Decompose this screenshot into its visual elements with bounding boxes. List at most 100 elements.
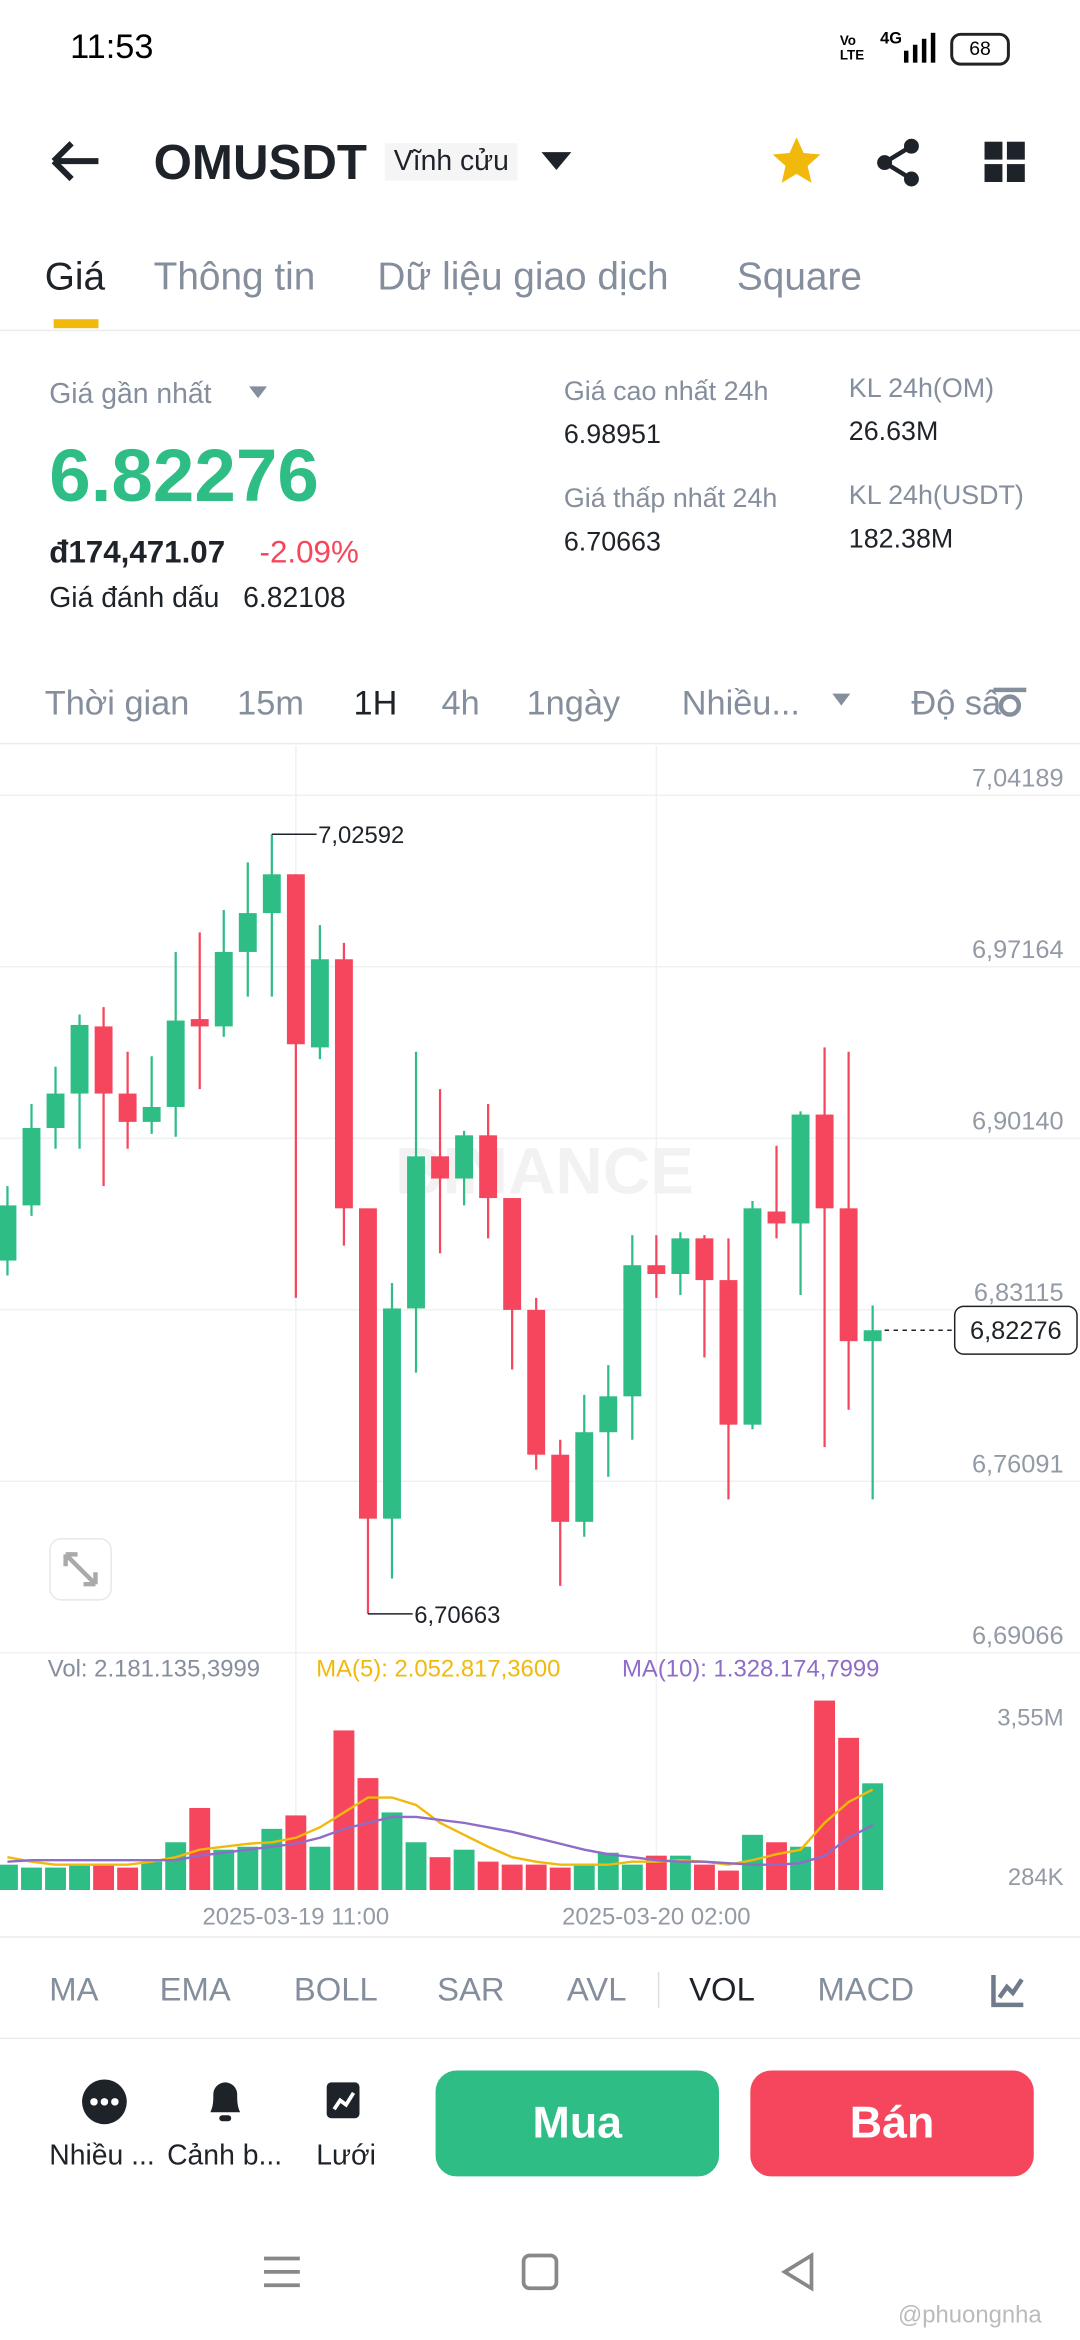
candle-body (70, 1024, 89, 1094)
volume-bar (718, 1870, 739, 1890)
divider (0, 742, 1080, 745)
label: KL 24h(USDT) (848, 480, 1024, 511)
candle-body (743, 1208, 762, 1425)
mark-price: 6.82108 (243, 583, 346, 615)
volume-bar (742, 1834, 763, 1890)
nav-home[interactable] (519, 2251, 561, 2293)
indicator[interactable]: MACD (817, 1970, 915, 2008)
divider (0, 1936, 1080, 1938)
x-tick-label: 2025-03-20 02:00 (562, 1903, 750, 1930)
interval[interactable]: Thời gian (44, 683, 190, 722)
candle-body (190, 1019, 209, 1027)
more-icon[interactable] (81, 2078, 129, 2126)
volume-bar (693, 1864, 715, 1890)
nav-back[interactable] (776, 2249, 821, 2294)
nav-menu[interactable] (260, 2249, 305, 2294)
last-price: 6.82276 (49, 434, 319, 518)
tab[interactable]: Giá (44, 253, 106, 299)
volume-bar (621, 1864, 643, 1890)
indicator[interactable]: VOL (689, 1970, 755, 2008)
candle-body (262, 874, 281, 914)
indicator[interactable]: AVL (566, 1970, 627, 2008)
y-tick-label: 6,76091 (972, 1450, 1064, 1478)
settings-icon[interactable] (990, 683, 1029, 722)
volume-bar (285, 1815, 307, 1890)
indicator[interactable]: EMA (159, 1970, 231, 2008)
volume-bar (69, 1864, 90, 1890)
share-button[interactable] (874, 137, 925, 188)
indicator[interactable]: SAR (437, 1970, 505, 2008)
tab[interactable]: Dữ liệu giao dịch (377, 253, 669, 299)
symbol-dropdown[interactable] (540, 149, 573, 173)
candle-body (407, 1156, 425, 1309)
volume-bar (501, 1864, 523, 1890)
volume-bar (381, 1812, 403, 1890)
candle-body (359, 1208, 377, 1519)
caret[interactable] (248, 385, 269, 400)
alert-icon[interactable] (201, 2076, 249, 2124)
candle-body (46, 1093, 65, 1128)
candle-body (815, 1114, 834, 1209)
candle-body (142, 1106, 161, 1122)
label: Giá gần nhất (49, 378, 212, 411)
interval[interactable]: Nhiều... (681, 683, 800, 722)
candle-body (286, 874, 305, 1045)
indicator-settings[interactable] (990, 1972, 1026, 2008)
volume-bar (669, 1855, 691, 1890)
interval[interactable]: Độ sâu (911, 686, 1001, 721)
volume-bar (45, 1867, 66, 1890)
tab[interactable]: Thông tin (153, 253, 316, 299)
interval[interactable]: 1ngày (526, 683, 621, 722)
last-price-label: 6,82276 (970, 1317, 1062, 1345)
volume-bar (0, 1864, 18, 1890)
last-price-box (953, 1305, 1078, 1355)
action-label[interactable]: Lưới (316, 2140, 376, 2172)
back-button[interactable] (45, 137, 105, 185)
candle-body (719, 1280, 738, 1425)
ma5-label: MA(5): 2.052.817,3600 (316, 1657, 561, 1683)
indicator[interactable]: MA (49, 1970, 99, 2008)
indicator[interactable]: BOLL (293, 1970, 378, 2008)
candle-body (575, 1432, 594, 1522)
favorite-button[interactable] (770, 134, 824, 188)
action-label[interactable]: Nhiều ... (49, 2140, 155, 2172)
volume-bar (525, 1864, 547, 1890)
candle-body (623, 1265, 642, 1397)
interval[interactable]: 15m (237, 683, 304, 722)
volume-bar (405, 1842, 427, 1890)
ma10-line (7, 1815, 874, 1866)
volume-bar (333, 1730, 355, 1890)
contract-tag: Vĩnh cửu (384, 143, 518, 181)
grid-icon[interactable] (322, 2076, 367, 2124)
fiat-price: đ174,471.07 (49, 535, 226, 570)
change: -2.09% (259, 535, 359, 570)
candle-body (0, 1205, 17, 1261)
vol-label: Vol: 2.181.135,3999 (47, 1657, 261, 1683)
buy-button[interactable]: Mua (435, 2070, 720, 2177)
tab[interactable]: Square (736, 253, 862, 299)
caret[interactable] (831, 692, 852, 707)
signal-icon (903, 32, 936, 63)
action-label[interactable]: Cảnh b... (167, 2140, 283, 2172)
volume-bar (213, 1849, 235, 1890)
volume-bar (790, 1846, 811, 1890)
layout-button[interactable] (983, 140, 1028, 185)
volume-bar (766, 1842, 787, 1890)
candle-body (695, 1238, 714, 1281)
candle-body (527, 1309, 546, 1455)
value: 182.38M (848, 523, 954, 554)
interval[interactable]: 1H (353, 683, 398, 722)
expand-button[interactable] (49, 1537, 112, 1601)
label: Giá cao nhất 24h (563, 375, 769, 406)
separator (657, 1972, 660, 2008)
volume-bar (862, 1783, 884, 1890)
volume-tick-label: 3,55M (997, 1704, 1063, 1731)
candle-body (671, 1238, 690, 1275)
candle-body (334, 959, 353, 1209)
symbol[interactable]: OMUSDT (153, 134, 367, 190)
sell-button[interactable]: Bán (750, 2070, 1034, 2177)
high-annotation: 7,02592 (318, 822, 404, 849)
interval[interactable]: 4h (441, 683, 480, 722)
